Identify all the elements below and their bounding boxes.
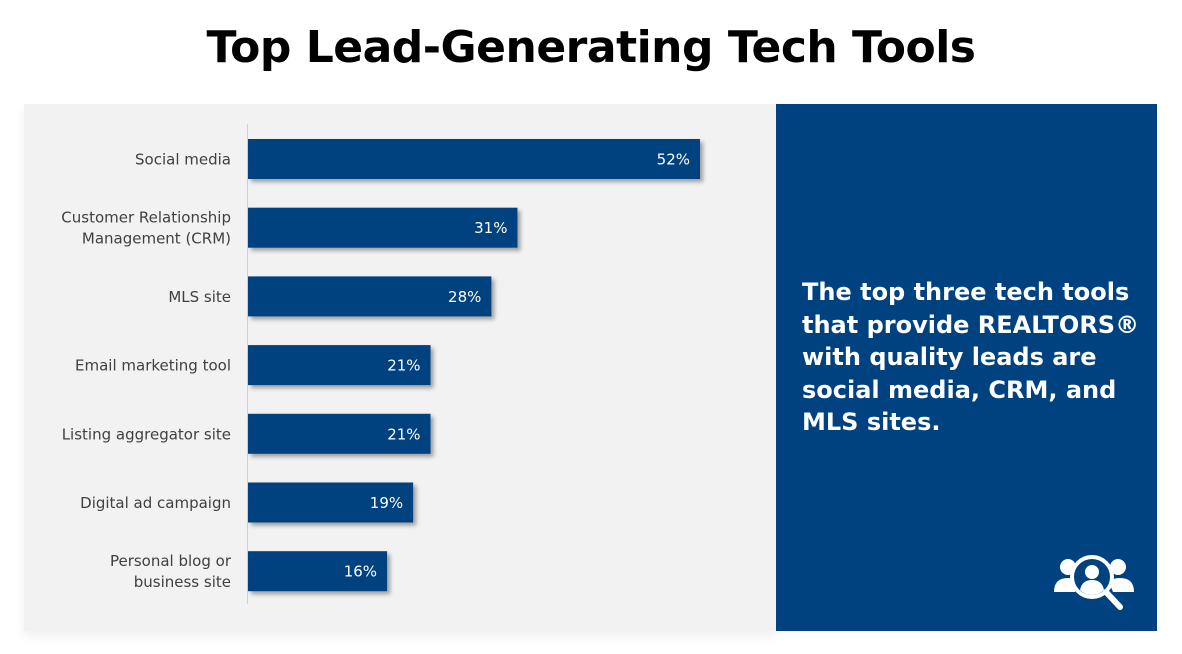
data-label: 21% — [387, 425, 420, 443]
bar — [248, 139, 700, 179]
bar — [248, 551, 388, 592]
data-label: 16% — [344, 563, 377, 581]
page-title: Top Lead-Generating Tech Tools — [206, 22, 976, 73]
category-label: MLS site — [168, 288, 231, 306]
summary-panel: The top three tech tools that provide RE… — [776, 104, 1157, 631]
bar — [248, 345, 431, 386]
category-label: Email marketing tool — [75, 357, 231, 375]
data-label: 28% — [448, 288, 481, 306]
bar — [248, 207, 518, 248]
data-label: 31% — [474, 219, 507, 237]
category-label: Personal blog or business site — [110, 552, 232, 591]
chart-panel: 52% Social media 31% Customer Relationship M… — [24, 104, 776, 631]
data-label: 52% — [657, 151, 690, 169]
data-label: 19% — [370, 494, 403, 512]
category-label: Social media — [135, 151, 231, 169]
category-label: Customer Relationship Management (CRM) — [61, 209, 231, 248]
category-label: Listing aggregator site — [62, 425, 231, 443]
data-label: 21% — [387, 357, 420, 375]
bar — [248, 413, 431, 454]
summary-text: The top three tech tools that provide RE… — [802, 278, 1140, 436]
people-search-icon — [1054, 555, 1134, 610]
bar — [248, 482, 414, 523]
bar-chart: 52% Social media 31% Customer Relationship M… — [61, 124, 700, 604]
category-label: Digital ad campaign — [80, 494, 231, 512]
bar — [248, 276, 492, 317]
